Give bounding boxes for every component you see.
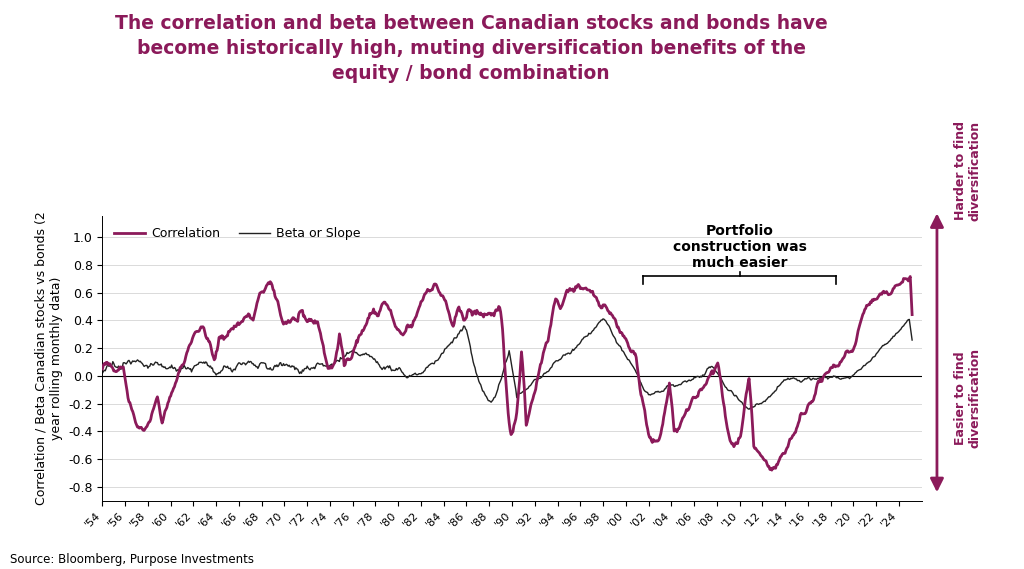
Text: Source: Bloomberg, Purpose Investments: Source: Bloomberg, Purpose Investments (10, 553, 254, 566)
Text: Harder to find
diversification: Harder to find diversification (953, 121, 982, 221)
Beta or Slope (351, 351, 364, 357)
Correlation (819, 371, 831, 378)
Y-axis label: Correlation / Beta Canadian stocks vs bonds (2
year rolling monthly data): Correlation / Beta Canadian stocks vs bo… (35, 212, 62, 505)
Text: Portfolio
construction was
much easier: Portfolio construction was much easier (673, 224, 807, 270)
Correlation (252, 297, 264, 304)
Beta or Slope (819, 374, 831, 381)
Correlation (725, 439, 737, 446)
Correlation (906, 311, 919, 318)
Beta or Slope (339, 353, 351, 360)
Beta or Slope (726, 388, 738, 395)
Correlation (339, 361, 351, 368)
Correlation (96, 365, 109, 372)
Line: Correlation: Correlation (102, 277, 912, 470)
Line: Beta or Slope: Beta or Slope (102, 319, 912, 409)
Beta or Slope (597, 315, 609, 322)
Correlation (904, 273, 916, 280)
Beta or Slope (96, 370, 109, 377)
Legend: Correlation, Beta or Slope: Correlation, Beta or Slope (109, 222, 366, 245)
Beta or Slope (906, 337, 919, 344)
Correlation (351, 339, 364, 346)
Correlation (766, 467, 778, 473)
Beta or Slope (252, 365, 264, 372)
Text: The correlation and beta between Canadian stocks and bonds have
become historica: The correlation and beta between Canadia… (115, 14, 827, 83)
Correlation (641, 425, 653, 432)
Beta or Slope (742, 406, 755, 413)
Beta or Slope (642, 391, 654, 398)
Text: Easier to find
diversification: Easier to find diversification (953, 348, 982, 448)
